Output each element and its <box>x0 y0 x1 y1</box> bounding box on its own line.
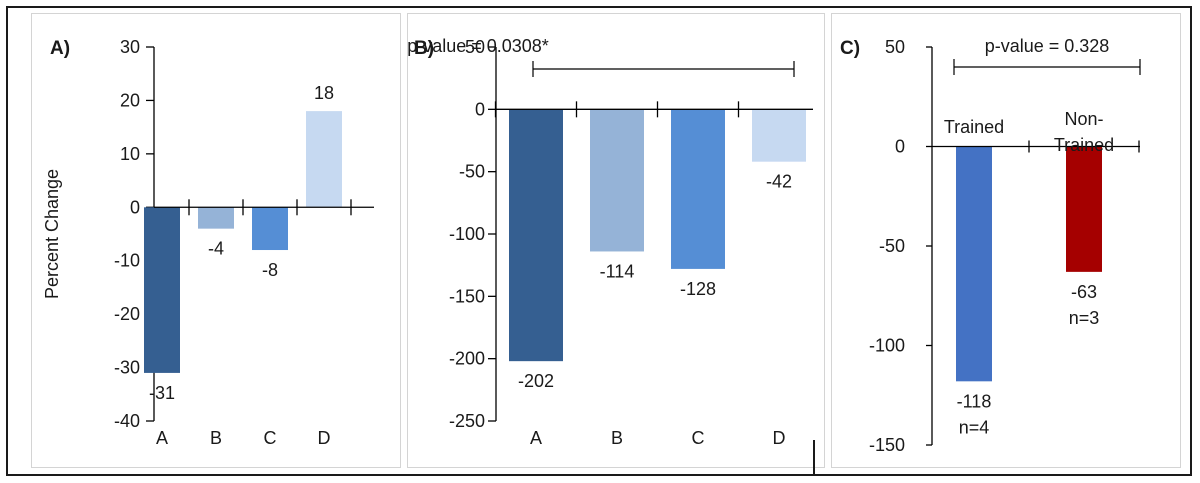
y-tick-label: -10 <box>114 251 140 271</box>
y-tick-label: 30 <box>120 37 140 57</box>
y-tick-label: -200 <box>449 349 485 369</box>
n-label: n=4 <box>959 417 990 437</box>
x-tick-label: B <box>210 428 222 448</box>
y-tick-label: -150 <box>869 435 905 455</box>
panel-a-chart: A) 30 20 10 0 -10 -20 -30 -40 Percent Change -31 -4… <box>42 37 374 448</box>
y-tick-label: -150 <box>449 286 485 306</box>
y-tick-label: -20 <box>114 304 140 324</box>
panel-c: C) 50 0 -50 -100 -150 -118 n=4 -63 n=3 Trained Non-… <box>831 13 1181 468</box>
x-tick-label: Non- <box>1064 109 1103 129</box>
y-tick-label: 0 <box>895 137 905 157</box>
panel-a: A) 30 20 10 0 -10 -20 -30 -40 Percent Change -31 -4… <box>31 13 401 468</box>
y-tick-label: -100 <box>449 224 485 244</box>
bar-a <box>509 109 563 362</box>
bar-non-trained <box>1066 146 1102 272</box>
p-value-annotation: p-value = 0.328 <box>985 36 1110 56</box>
y-tick-label: 10 <box>120 144 140 164</box>
x-tick-label: D <box>773 428 786 448</box>
bar-a <box>144 207 180 373</box>
data-label: -31 <box>149 383 175 403</box>
y-tick-label: 20 <box>120 90 140 110</box>
x-tick-label: A <box>156 428 168 448</box>
stray-vertical-line <box>813 440 815 476</box>
data-label: -42 <box>766 172 792 192</box>
data-label: -118 <box>957 391 992 411</box>
y-tick-label: 0 <box>130 197 140 217</box>
data-label: -114 <box>600 261 635 281</box>
x-tick-label: D <box>318 428 331 448</box>
panel-label: C) <box>840 38 860 59</box>
x-tick-label: Trained <box>944 117 1004 137</box>
panel-b: B) 50 0 -50 -100 -150 -200 -250 -202 -114 -128 -42 A… <box>407 13 825 468</box>
data-label: -63 <box>1071 282 1097 302</box>
p-value-annotation: p-value = 0.0308* <box>408 36 549 56</box>
panel-c-chart: C) 50 0 -50 -100 -150 -118 n=4 -63 n=3 Trained Non-… <box>840 36 1141 455</box>
data-label: -128 <box>680 279 716 299</box>
y-tick-label: -40 <box>114 411 140 431</box>
bar-b <box>198 207 234 229</box>
bar-trained <box>956 146 992 382</box>
panel-label: B) <box>414 38 434 59</box>
y-axis-title: Percent Change <box>42 169 62 299</box>
x-tick-label: C <box>264 428 277 448</box>
x-tick-label: B <box>611 428 623 448</box>
y-tick-label: -50 <box>459 162 485 182</box>
bar-d <box>752 109 806 162</box>
y-tick-label: 50 <box>885 37 905 57</box>
y-tick-label: -100 <box>869 336 905 356</box>
panel-label: A) <box>50 38 70 59</box>
figure-frame <box>6 6 1192 476</box>
data-label: -4 <box>208 239 224 259</box>
data-label: -202 <box>518 371 554 391</box>
x-tick-label: A <box>530 428 542 448</box>
panel-b-chart: B) 50 0 -50 -100 -150 -200 -250 -202 -114 -128 -42 A… <box>408 36 813 448</box>
bar-b <box>590 109 644 252</box>
n-label: n=3 <box>1069 308 1100 328</box>
y-tick-label: 0 <box>475 99 485 119</box>
data-label: -8 <box>262 260 278 280</box>
y-tick-label: -250 <box>449 411 485 431</box>
bar-d <box>306 111 342 208</box>
bar-c <box>252 207 288 251</box>
data-label: 18 <box>314 83 334 103</box>
bar-c <box>671 109 725 269</box>
x-tick-label: Trained <box>1054 135 1114 155</box>
x-tick-label: C <box>692 428 705 448</box>
y-tick-label: -30 <box>114 358 140 378</box>
y-tick-label: 50 <box>465 37 485 57</box>
y-tick-label: -50 <box>879 236 905 256</box>
